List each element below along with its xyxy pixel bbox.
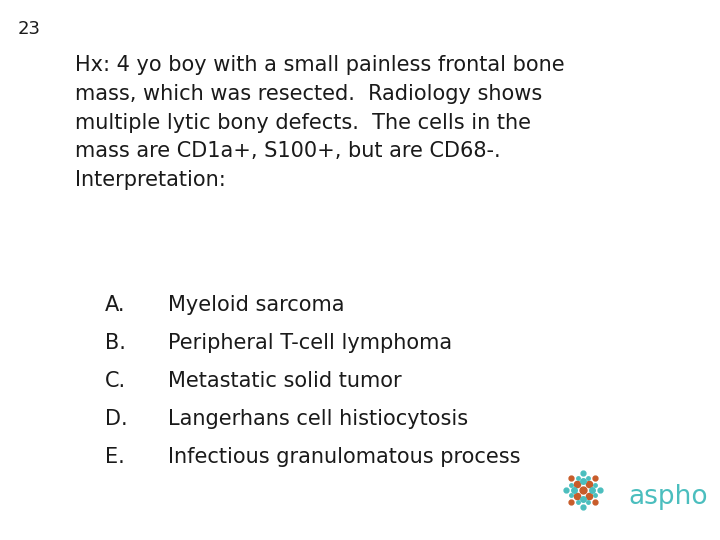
Text: E.: E. <box>105 447 125 467</box>
Text: A.: A. <box>105 295 125 315</box>
Text: B.: B. <box>105 333 126 353</box>
Text: D.: D. <box>105 409 127 429</box>
Text: Hx: 4 yo boy with a small painless frontal bone
mass, which was resected.  Radio: Hx: 4 yo boy with a small painless front… <box>75 55 564 190</box>
Text: Metastatic solid tumor: Metastatic solid tumor <box>168 371 402 391</box>
Text: Langerhans cell histiocytosis: Langerhans cell histiocytosis <box>168 409 468 429</box>
Text: C.: C. <box>105 371 126 391</box>
Text: Infectious granulomatous process: Infectious granulomatous process <box>168 447 521 467</box>
Text: Myeloid sarcoma: Myeloid sarcoma <box>168 295 344 315</box>
Text: 23: 23 <box>18 20 41 38</box>
Text: aspho: aspho <box>628 484 708 510</box>
Text: Peripheral T-cell lymphoma: Peripheral T-cell lymphoma <box>168 333 452 353</box>
